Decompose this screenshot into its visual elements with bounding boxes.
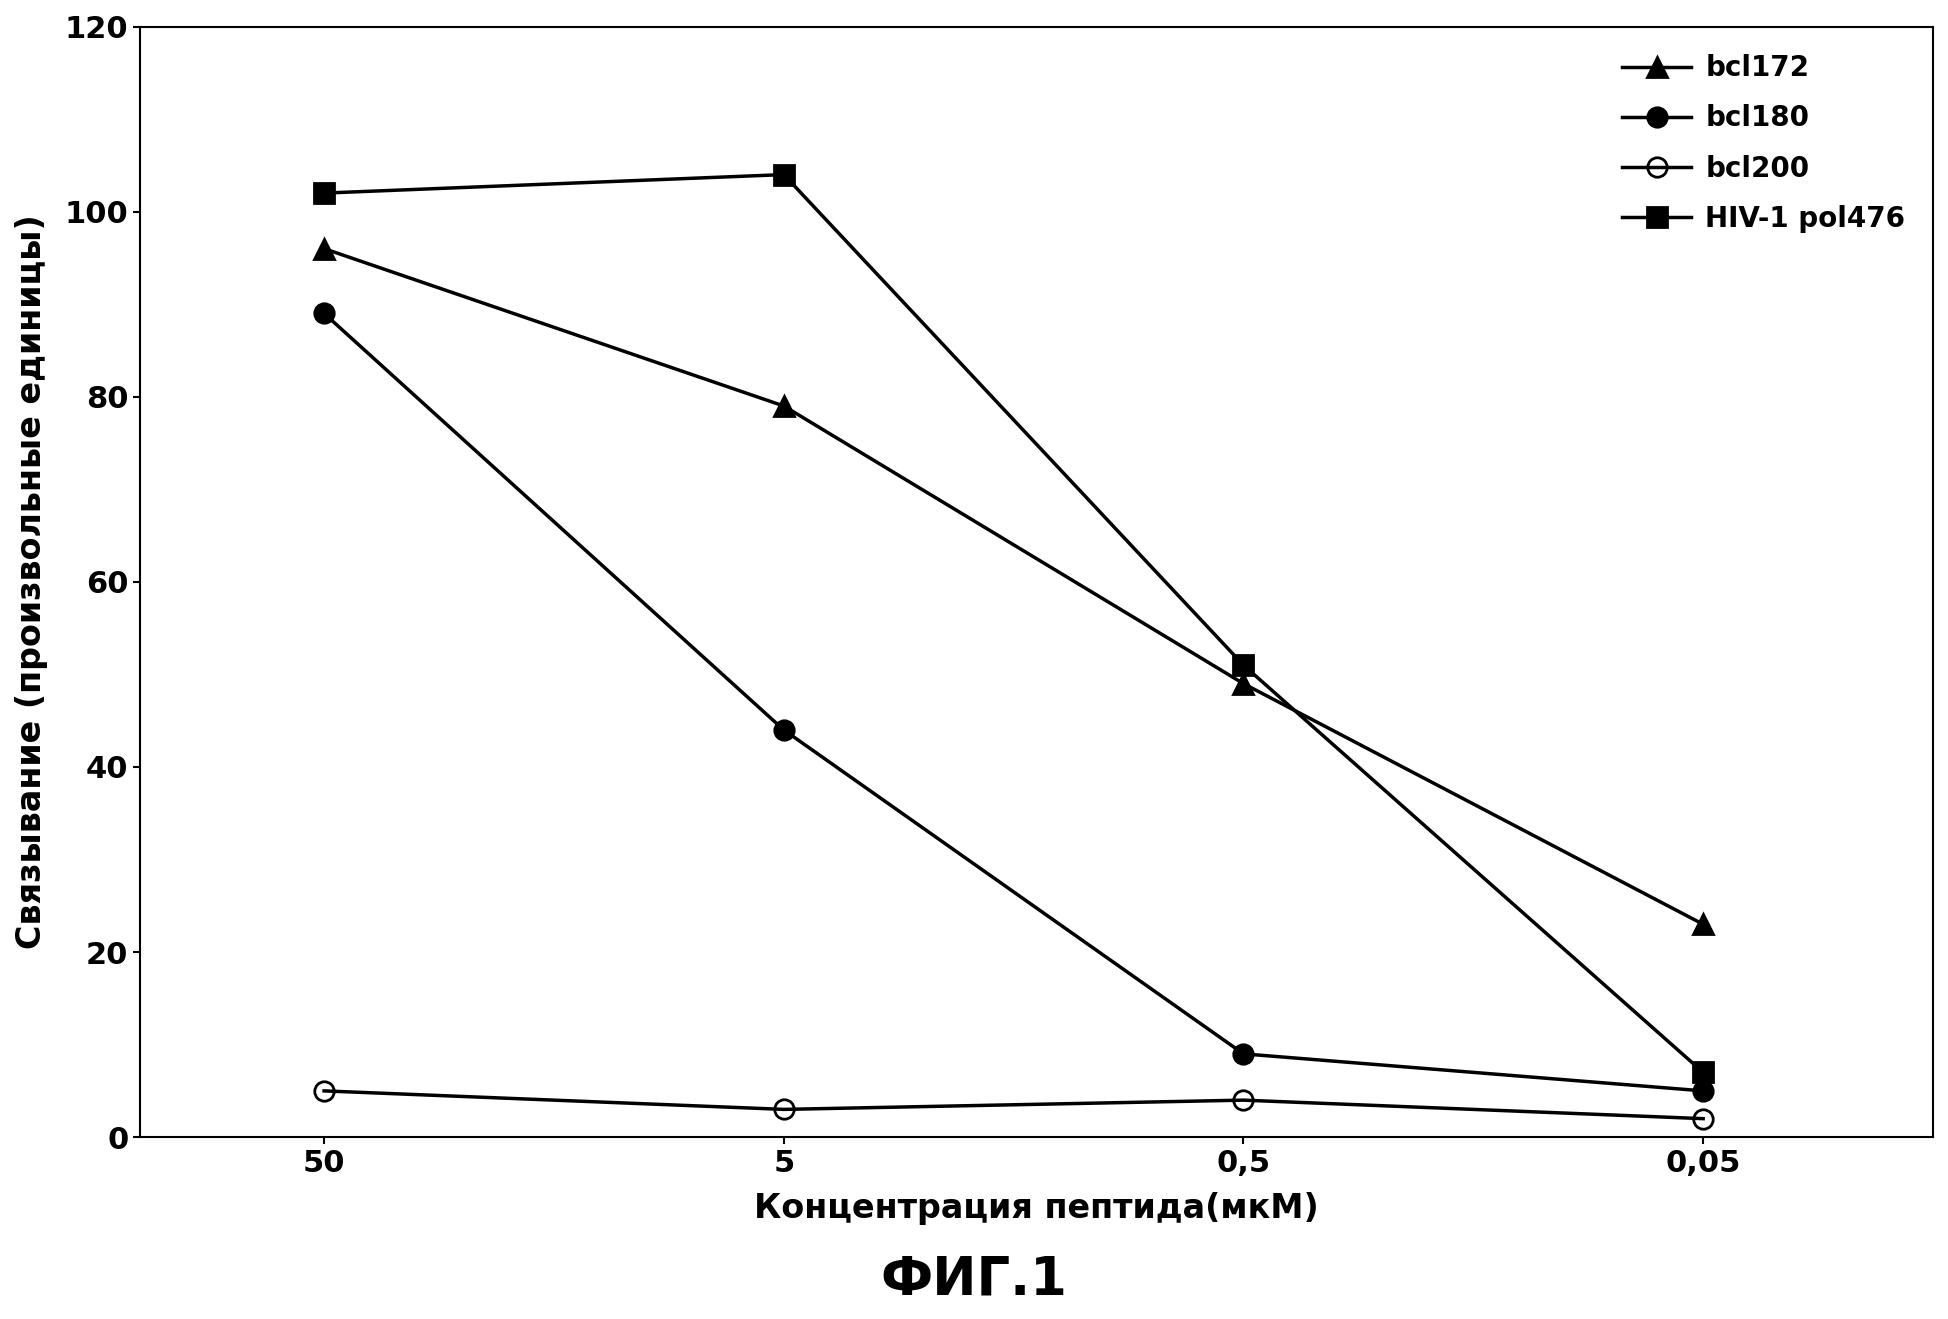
Line: bcl172: bcl172: [314, 239, 1712, 934]
bcl172: [1231, 675, 1255, 691]
bcl180: [1691, 1083, 1714, 1099]
Y-axis label: Связывание (произвольные единицы): Связывание (произвольные единицы): [16, 215, 49, 950]
bcl200: [771, 1101, 795, 1117]
bcl180: [1231, 1046, 1255, 1062]
bcl172: [312, 241, 335, 257]
HIV-1 pol476: [771, 166, 795, 182]
Text: ФИГ.1: ФИГ.1: [880, 1254, 1068, 1306]
HIV-1 pol476: [312, 185, 335, 200]
HIV-1 pol476: [1691, 1064, 1714, 1080]
bcl180: [771, 721, 795, 737]
bcl172: [1691, 917, 1714, 933]
Line: bcl180: bcl180: [314, 303, 1712, 1100]
Line: bcl200: bcl200: [314, 1082, 1712, 1128]
bcl172: [771, 398, 795, 414]
HIV-1 pol476: [1231, 657, 1255, 673]
Line: HIV-1 pol476: HIV-1 pol476: [314, 165, 1712, 1082]
bcl180: [312, 306, 335, 322]
bcl200: [312, 1083, 335, 1099]
X-axis label: Концентрация пептида(мкМ): Концентрация пептида(мкМ): [754, 1192, 1319, 1225]
Legend: bcl172, bcl180, bcl200, HIV-1 pol476: bcl172, bcl180, bcl200, HIV-1 pol476: [1607, 41, 1919, 247]
bcl200: [1231, 1092, 1255, 1108]
bcl200: [1691, 1111, 1714, 1126]
